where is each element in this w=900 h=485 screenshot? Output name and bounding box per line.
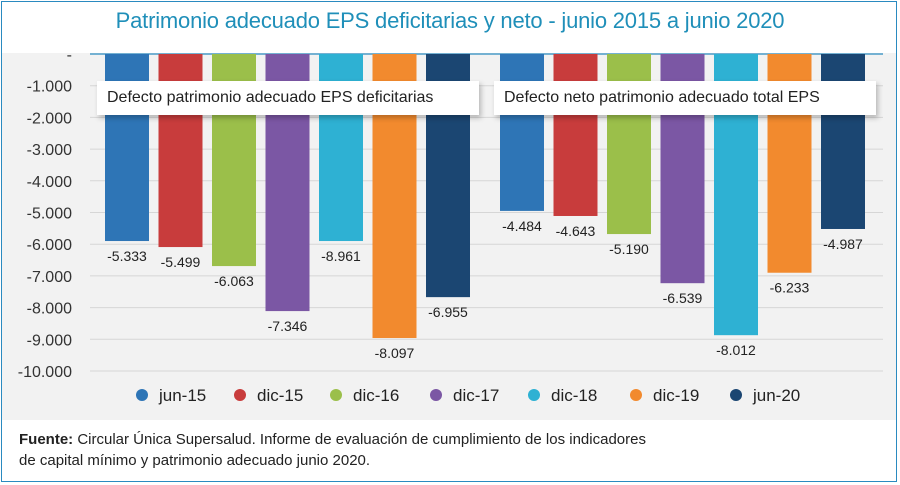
legend-label: dic-17 <box>453 386 499 405</box>
data-label: -4.643 <box>556 223 596 239</box>
legend-marker-dic-16 <box>330 389 342 401</box>
legend-marker-dic-17 <box>430 389 442 401</box>
data-label: -8.961 <box>321 248 361 264</box>
y-tick-label: -10.000 <box>18 364 72 381</box>
data-label: -5.333 <box>107 248 147 264</box>
legend-marker-dic-15 <box>234 389 246 401</box>
data-label: -8.097 <box>375 345 415 361</box>
y-tick-label: -2.000 <box>27 110 72 127</box>
data-label: -6.539 <box>663 290 703 306</box>
bar-jun-15 <box>500 54 544 211</box>
data-label: -5.499 <box>161 254 201 270</box>
data-label: -4.484 <box>502 218 542 234</box>
bar-dic-15 <box>553 54 598 216</box>
legend-marker-jun-20 <box>730 389 742 401</box>
data-label: -8.012 <box>716 342 756 358</box>
data-label: -6.233 <box>770 280 810 296</box>
data-label: -6.063 <box>214 273 254 289</box>
y-tick-label: -7.000 <box>27 269 72 286</box>
y-tick-label: -6.000 <box>27 237 72 254</box>
source-label: Fuente: <box>19 431 74 448</box>
data-label: -7.346 <box>268 318 308 334</box>
source-text-line1: Circular Única Supersalud. Informe de ev… <box>73 431 646 448</box>
legend-marker-jun-15 <box>136 389 148 401</box>
data-label: -4.987 <box>823 236 863 252</box>
y-tick-label: -9.000 <box>27 332 72 349</box>
legend-label: dic-19 <box>653 386 699 405</box>
group-label-neto: Defecto neto patrimonio adecuado total E… <box>494 81 876 115</box>
source-text-line2: de capital mínimo y patrimonio adecuado … <box>19 452 371 469</box>
source-note: Fuente: Circular Única Supersalud. Infor… <box>19 429 819 471</box>
y-tick-label: -8.000 <box>27 301 72 318</box>
legend-label: dic-15 <box>257 386 303 405</box>
y-tick-label: -5.000 <box>27 206 72 223</box>
legend-marker-dic-18 <box>528 389 540 401</box>
legend-label: jun-20 <box>752 386 800 405</box>
y-tick-label: -4.000 <box>27 174 72 191</box>
legend-label: dic-18 <box>551 386 597 405</box>
legend-label: jun-15 <box>158 386 206 405</box>
group-label-deficitarias: Defecto patrimonio adecuado EPS deficita… <box>97 81 479 115</box>
y-tick-label: - <box>67 47 72 64</box>
legend-label: dic-16 <box>353 386 399 405</box>
y-tick-label: -3.000 <box>27 142 72 159</box>
chart-title: Patrimonio adecuado EPS deficitarias y n… <box>115 8 785 33</box>
y-tick-label: -1.000 <box>27 79 72 96</box>
data-label: -6.955 <box>428 304 468 320</box>
data-label: -5.190 <box>609 241 649 257</box>
legend-marker-dic-19 <box>630 389 642 401</box>
